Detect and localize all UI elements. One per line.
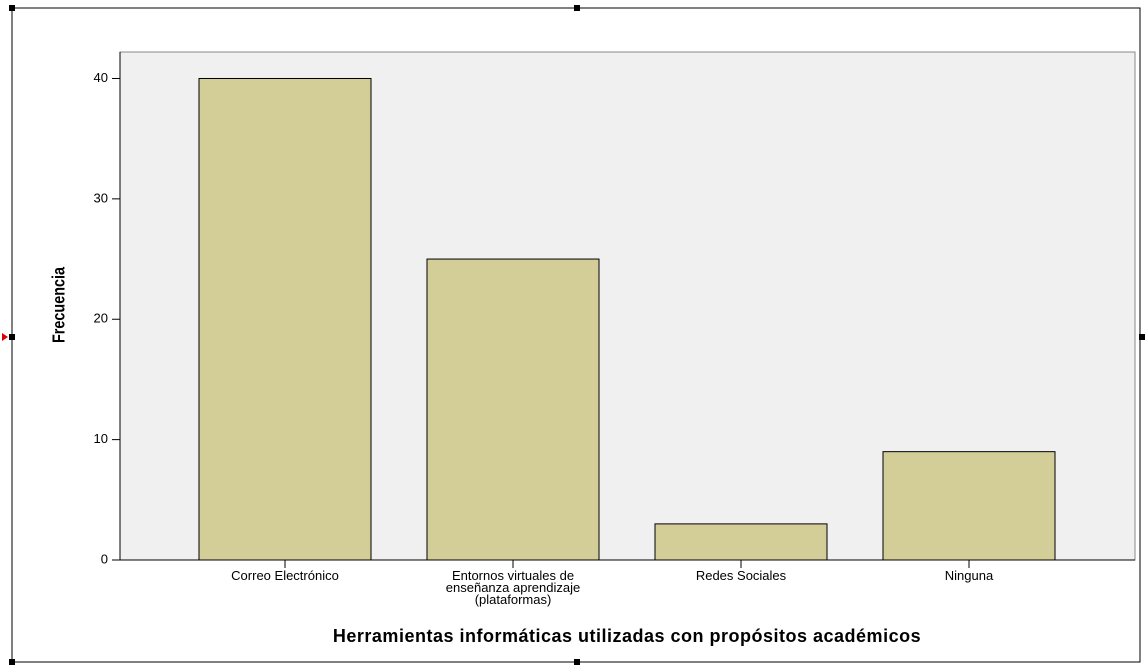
x-tick-label: Correo Electrónico (231, 568, 339, 583)
y-tick-label: 20 (94, 311, 108, 326)
bar (654, 523, 828, 561)
bar (882, 451, 1056, 561)
y-tick-label: 10 (94, 431, 108, 446)
handle (574, 5, 580, 11)
handle (574, 659, 580, 665)
handle (1139, 334, 1145, 340)
handle (9, 5, 15, 11)
x-tick-label: Ninguna (945, 568, 994, 583)
bar (198, 77, 372, 561)
y-axis-title: Frecuencia (49, 266, 69, 343)
y-tick-label: 30 (94, 190, 108, 205)
x-tick-label: Entornos virtuales de enseñanza aprendiza… (446, 568, 580, 607)
marker (2, 333, 8, 341)
handle (9, 659, 15, 665)
y-tick-label: 0 (101, 551, 108, 566)
x-tick-label: Redes Sociales (696, 568, 787, 583)
x-axis-title: Herramientas informáticas utilizadas con… (333, 626, 921, 646)
bar (426, 258, 600, 561)
y-tick-label: 40 (94, 70, 108, 85)
handle (9, 334, 15, 340)
